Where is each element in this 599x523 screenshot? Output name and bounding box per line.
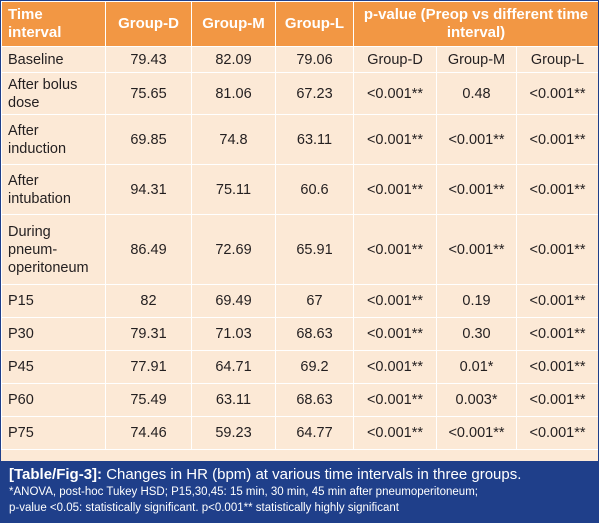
cell-pvalue-group-d: <0.001** (353, 114, 437, 165)
cell-pvalue-group-d: <0.001** (353, 416, 437, 450)
cell-group-m: 59.23 (191, 416, 276, 450)
table-row: During pneum-operitoneum 86.49 72.69 65.91 <… (1, 214, 598, 285)
row-label: Baseline (1, 46, 106, 73)
cell-pvalue-group-d: <0.001** (353, 350, 437, 384)
cell-group-d: 75.49 (105, 383, 192, 417)
header-row: Time interval Group-D Group-M Group-L p-… (1, 1, 598, 47)
cell-group-d: 86.49 (105, 214, 192, 285)
caption-note-1: *ANOVA, post-hoc Tukey HSD; P15,30,45: 1… (9, 486, 478, 498)
col-header-time-interval: Time interval (1, 1, 106, 47)
cell-group-l: 63.11 (275, 114, 354, 165)
row-label: During pneum-operitoneum (1, 214, 106, 285)
cell-group-l: 67.23 (275, 72, 354, 115)
cell-group-m: 82.09 (191, 46, 276, 73)
row-label: After bolus dose (1, 72, 106, 115)
cell-pvalue-group-m: <0.001** (436, 416, 517, 450)
caption-title-line: [Table/Fig-3]: Changes in HR (bpm) at va… (9, 465, 590, 484)
row-label: P75 (1, 416, 106, 450)
cell-pvalue-group-l: <0.001** (515, 164, 598, 215)
caption-title: Changes in HR (bpm) at various time inte… (106, 466, 522, 483)
table-row: P60 75.49 63.11 68.63 <0.001** 0.003* <0.001** (1, 383, 598, 417)
cell-group-d: 77.91 (105, 350, 192, 384)
cell-pvalue-group-l: <0.001** (515, 416, 598, 450)
row-label: After induction (1, 114, 106, 165)
hr-table: Time interval Group-D Group-M Group-L p-… (1, 1, 598, 450)
cell-group-m: 74.8 (191, 114, 276, 165)
col-header-group-l: Group-L (275, 1, 354, 47)
cell-group-l: 68.63 (275, 383, 354, 417)
cell-group-l: 69.2 (275, 350, 354, 384)
cell-group-d: 79.31 (105, 317, 192, 351)
table-row: P15 82 69.49 67 <0.001** 0.19 <0.001** (1, 284, 598, 318)
cell-pvalue-group-d: <0.001** (353, 383, 437, 417)
table-row: P45 77.91 64.71 69.2 <0.001** 0.01* <0.001** (1, 350, 598, 384)
cell-pvalue-group-l: <0.001** (515, 72, 598, 115)
cell-group-l: 64.77 (275, 416, 354, 450)
cell-group-d: 94.31 (105, 164, 192, 215)
figure-caption: [Table/Fig-3]: Changes in HR (bpm) at va… (1, 461, 598, 522)
cell-pvalue-group-d: <0.001** (353, 214, 437, 285)
cell-group-m: 71.03 (191, 317, 276, 351)
cell-pvalue-group-m: Group-M (436, 46, 517, 73)
table-row: After intubation 94.31 75.11 60.6 <0.001** <0… (1, 164, 598, 215)
cell-pvalue-group-l: <0.001** (515, 317, 598, 351)
cell-group-d: 75.65 (105, 72, 192, 115)
cell-group-d: 79.43 (105, 46, 192, 73)
cell-group-m: 72.69 (191, 214, 276, 285)
row-label: P45 (1, 350, 106, 384)
cell-pvalue-group-m: 0.003* (436, 383, 517, 417)
cell-pvalue-group-m: 0.01* (436, 350, 517, 384)
cell-group-m: 69.49 (191, 284, 276, 318)
cell-group-m: 64.71 (191, 350, 276, 384)
cell-pvalue-group-l: <0.001** (515, 383, 598, 417)
cell-group-l: 68.63 (275, 317, 354, 351)
cell-group-d: 74.46 (105, 416, 192, 450)
cell-pvalue-group-m: <0.001** (436, 164, 517, 215)
cell-pvalue-group-l: <0.001** (515, 214, 598, 285)
cell-group-m: 81.06 (191, 72, 276, 115)
cell-group-m: 63.11 (191, 383, 276, 417)
cell-group-l: 60.6 (275, 164, 354, 215)
table-row: Baseline 79.43 82.09 79.06 Group-D Group-M Gro… (1, 46, 598, 73)
cell-pvalue-group-m: 0.48 (436, 72, 517, 115)
cell-group-m: 75.11 (191, 164, 276, 215)
row-label: After intubation (1, 164, 106, 215)
table-row: P75 74.46 59.23 64.77 <0.001** <0.001** <0.001… (1, 416, 598, 450)
cell-pvalue-group-l: <0.001** (515, 114, 598, 165)
cell-pvalue-group-d: Group-D (353, 46, 437, 73)
caption-tag: [Table/Fig-3]: (9, 466, 103, 483)
table-row: After bolus dose 75.65 81.06 67.23 <0.001** 0… (1, 72, 598, 115)
cell-pvalue-group-m: <0.001** (436, 214, 517, 285)
col-header-group-m: Group-M (191, 1, 276, 47)
cell-pvalue-group-d: <0.001** (353, 72, 437, 115)
cell-pvalue-group-d: <0.001** (353, 317, 437, 351)
row-label: P30 (1, 317, 106, 351)
caption-note-2: p-value <0.05: statistically significant… (9, 502, 399, 514)
table-row: P30 79.31 71.03 68.63 <0.001** 0.30 <0.001** (1, 317, 598, 351)
cell-group-l: 65.91 (275, 214, 354, 285)
cell-pvalue-group-l: <0.001** (515, 350, 598, 384)
col-header-pvalue: p-value (Preop vs different time interva… (352, 1, 598, 47)
table-row: After induction 69.85 74.8 63.11 <0.001** <0.… (1, 114, 598, 165)
col-header-group-d: Group-D (105, 1, 192, 47)
cell-pvalue-group-m: <0.001** (436, 114, 517, 165)
cell-group-d: 69.85 (105, 114, 192, 165)
row-label: P60 (1, 383, 106, 417)
cell-group-d: 82 (105, 284, 192, 318)
table-body: Baseline 79.43 82.09 79.06 Group-D Group-M Gro… (1, 46, 598, 450)
cell-pvalue-group-l: Group-L (515, 46, 598, 73)
cell-group-l: 67 (275, 284, 354, 318)
cell-pvalue-group-d: <0.001** (353, 284, 437, 318)
cell-group-l: 79.06 (275, 46, 354, 73)
row-label: P15 (1, 284, 106, 318)
cell-pvalue-group-d: <0.001** (353, 164, 437, 215)
cell-pvalue-group-m: 0.30 (436, 317, 517, 351)
cell-pvalue-group-m: 0.19 (436, 284, 517, 318)
cell-pvalue-group-l: <0.001** (515, 284, 598, 318)
